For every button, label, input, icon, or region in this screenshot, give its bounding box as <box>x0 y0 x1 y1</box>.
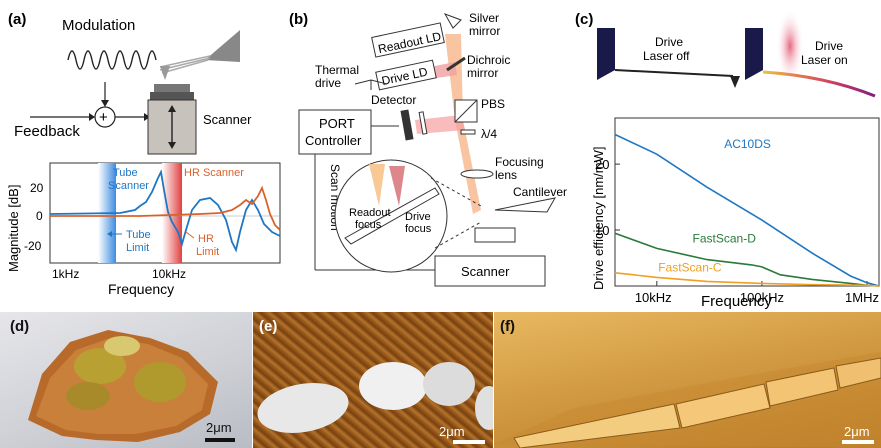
c-legend-label: FastScan-C <box>658 260 722 274</box>
drive-efficiency-chart: 10kHz 100kHz 1MHz 10 20 AC10DS FastScan-D FastS… <box>595 117 880 305</box>
xtick-1khz: 1kHz <box>52 267 79 281</box>
tube-scanner-label-2: Scanner <box>108 180 149 192</box>
panel-d-image <box>28 330 235 442</box>
feedback-label: Feedback <box>14 123 80 140</box>
tube-scanner-curve <box>49 169 281 253</box>
quarter-wave-label: λ/4 <box>481 127 497 141</box>
drive-laser-spot <box>776 8 804 84</box>
controller-label: Controller <box>305 133 362 148</box>
laser-on-2: Laser on <box>801 53 848 67</box>
panel-e-image <box>253 312 493 448</box>
c-y-axis-label: Drive efficiency [nm/mW] <box>591 146 606 290</box>
cantilever-label: Cantilever <box>513 185 567 199</box>
modulation-label: Modulation <box>62 17 135 34</box>
panel-e-scale: 2μm <box>439 424 465 439</box>
c-ytick-label: 10 <box>595 223 609 238</box>
panel-f-label: (f) <box>500 318 515 335</box>
silver-mirror-label-1: Silver <box>469 11 499 25</box>
panel-d-scale: 2μm <box>206 420 232 435</box>
panel-b: (b) Readout LD Silver mirror Drive LD Di… <box>289 11 567 287</box>
thermal-drive-label-1: Thermal <box>315 63 359 77</box>
laser-off-2: Laser off <box>643 49 690 63</box>
readout-focus-2: focus <box>355 219 382 231</box>
quarter-wave-plate <box>460 129 476 135</box>
c-xtick-label: 100kHz <box>740 290 784 305</box>
plus-sign: + <box>99 109 108 126</box>
drive-ld-box <box>375 59 437 91</box>
focusing-label-1: Focusing <box>495 155 544 169</box>
panel-f-scale: 2μm <box>844 424 870 439</box>
laser-on-1: Drive <box>815 39 843 53</box>
hr-limit-label-2: Limit <box>196 246 219 258</box>
panel-a: (a) Modulation + Feedback Scanner 20 0 -… <box>6 11 281 297</box>
laser-on-chip <box>745 28 763 80</box>
tube-limit-label-2: Limit <box>126 242 149 254</box>
cantilever-chip-b <box>494 197 556 213</box>
scanner-label: Scanner <box>203 112 252 127</box>
x-axis-label: Frequency <box>108 281 174 297</box>
c-series-fastscan-c <box>614 272 880 287</box>
drive-focus-1: Drive <box>405 211 431 223</box>
panel-f: (f) 2μm <box>494 312 881 448</box>
panel-a-label: (a) <box>8 11 26 28</box>
dichroic-label-1: Dichroic <box>467 53 510 67</box>
dichroic-label-2: mirror <box>467 66 498 80</box>
panel-d: (d) 2μm <box>0 312 252 448</box>
ytick-neg20: -20 <box>24 239 42 253</box>
panel-f-image <box>494 352 881 448</box>
port-label: PORT <box>319 116 355 131</box>
scanner-box <box>434 255 546 287</box>
c-ytick-label: 20 <box>595 157 609 172</box>
bent-cantilever <box>762 70 876 98</box>
silver-mirror-label-2: mirror <box>469 24 500 38</box>
ytick-0: 0 <box>36 209 43 223</box>
panel-c: (c) Drive Laser off Drive Laser on 10kHz… <box>575 8 880 310</box>
panel-b-label: (b) <box>289 11 308 28</box>
xtick-10khz: 10kHz <box>152 267 186 281</box>
hr-limit-label-1: HR <box>198 233 214 245</box>
scanner-box-label: Scanner <box>461 264 510 279</box>
port-controller <box>298 109 372 155</box>
modulation-wave <box>67 50 157 70</box>
focusing-lens <box>460 169 494 179</box>
transfer-function-plot: 20 0 -20 1kHz 10kHz Frequency Magnitude … <box>6 162 281 297</box>
thermal-drive-label-2: drive <box>315 76 341 90</box>
panel-d-label: (d) <box>10 318 30 335</box>
hr-scanner-curve <box>50 185 281 231</box>
c-xtick-label: 1MHz <box>845 290 879 305</box>
c-legend-label: AC10DS <box>724 137 771 151</box>
sample-plate <box>154 84 190 92</box>
laser-off-1: Drive <box>655 35 683 49</box>
c-xtick-label: 10kHz <box>635 290 672 305</box>
silver-mirror <box>443 13 462 29</box>
scanner-top-plate <box>150 92 194 100</box>
c-x-axis-label: Frequency <box>701 293 772 310</box>
dichroic-mirror <box>446 56 466 72</box>
chart-c-frame <box>614 117 880 287</box>
c-series-fastscan-d <box>614 232 880 287</box>
c-legend-label: FastScan-D <box>693 231 757 245</box>
laser-off-chip <box>597 28 615 80</box>
readout-focus-1: Readout <box>349 207 391 219</box>
c-series-ac10ds <box>614 133 880 287</box>
drive-focus-2: focus <box>405 223 432 235</box>
readout-ld-box <box>371 22 445 58</box>
panel-e: (e) 2μm <box>253 312 493 448</box>
tube-limit-label-1: Tube <box>126 229 151 241</box>
panel-e-label: (e) <box>259 318 278 335</box>
panel-c-label: (c) <box>575 11 593 28</box>
y-axis-label: Magnitude [dB] <box>6 185 21 272</box>
tube-scanner-label-1: Tube <box>113 167 138 179</box>
cantilever-chip <box>205 30 240 62</box>
ytick-20: 20 <box>30 181 44 195</box>
detector <box>400 109 414 141</box>
pbs-label: PBS <box>481 97 505 111</box>
hr-scanner-label: HR Scanner <box>184 167 244 179</box>
focusing-label-2: lens <box>495 168 517 182</box>
detector-label: Detector <box>371 93 416 107</box>
